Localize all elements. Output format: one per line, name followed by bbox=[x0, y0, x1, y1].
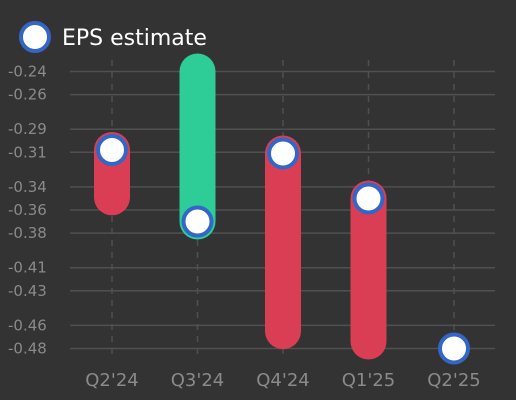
estimate-marker[interactable] bbox=[267, 137, 299, 170]
estimate-marker[interactable] bbox=[438, 332, 470, 365]
x-tick-label: Q2'25 bbox=[427, 370, 480, 391]
legend-marker-icon bbox=[19, 21, 51, 53]
range-bar[interactable] bbox=[350, 180, 387, 360]
estimate-marker[interactable] bbox=[96, 134, 128, 166]
y-tick-label: -0.36 bbox=[8, 201, 47, 219]
estimate-marker[interactable] bbox=[352, 182, 385, 215]
y-tick-label: -0.43 bbox=[8, 282, 47, 300]
x-tick-label: Q4'24 bbox=[256, 370, 309, 391]
range-bar[interactable] bbox=[179, 53, 216, 240]
y-tick-label: -0.38 bbox=[8, 224, 47, 242]
y-tick-label: -0.26 bbox=[8, 86, 47, 104]
y-tick-label: -0.29 bbox=[8, 120, 47, 138]
y-tick-label: -0.41 bbox=[8, 259, 47, 277]
x-tick-label: Q1'25 bbox=[342, 370, 395, 391]
range-bars bbox=[94, 53, 387, 360]
y-axis-ticks: -0.24 -0.26 -0.29 -0.31 -0.34 -0.36 -0.38 -0.41… bbox=[8, 63, 47, 358]
y-tick-label: -0.24 bbox=[8, 63, 47, 81]
x-tick-label: Q3'24 bbox=[171, 370, 224, 391]
estimate-markers bbox=[96, 134, 470, 365]
legend[interactable]: EPS estimate bbox=[19, 21, 207, 53]
y-tick-label: -0.48 bbox=[8, 339, 47, 357]
x-axis-ticks: Q2'24 Q3'24 Q4'24 Q1'25 Q2'25 bbox=[85, 370, 480, 391]
y-tick-label: -0.31 bbox=[8, 143, 47, 161]
legend-label: EPS estimate bbox=[62, 26, 207, 51]
y-tick-label: -0.46 bbox=[8, 316, 47, 334]
x-tick-label: Q2'24 bbox=[85, 370, 138, 391]
y-tick-label: -0.34 bbox=[8, 178, 47, 196]
estimate-marker[interactable] bbox=[181, 205, 214, 238]
range-bar[interactable] bbox=[265, 135, 301, 350]
